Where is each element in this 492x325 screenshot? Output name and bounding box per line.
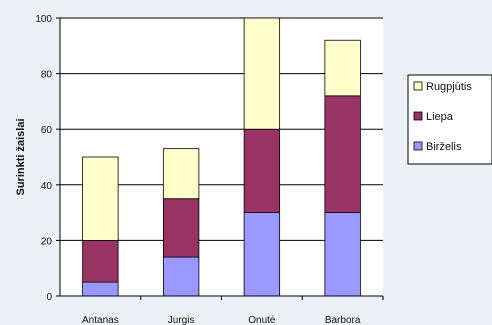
bars xyxy=(82,17,361,297)
bar-segment xyxy=(324,212,361,297)
legend-swatch xyxy=(413,141,423,151)
bar-segment xyxy=(82,239,119,283)
legend-label: Liepa xyxy=(426,111,454,123)
bar-segment xyxy=(324,39,361,97)
legend-swatch xyxy=(413,81,423,91)
y-tick-label: 60 xyxy=(41,125,53,136)
bar-segment xyxy=(243,212,281,297)
bar-segment xyxy=(243,17,281,130)
bar-segment xyxy=(243,128,281,213)
x-tick-label: Antanas xyxy=(82,315,119,325)
bar-segment xyxy=(162,256,200,297)
y-axis-ticks: 0 20 40 60 80 100 xyxy=(35,14,60,303)
legend-label: Rugpjūtis xyxy=(426,81,472,93)
legend-swatch xyxy=(413,111,423,121)
legend-label: Birželis xyxy=(426,141,462,153)
y-axis-label: Surinkti žaislai xyxy=(15,118,27,195)
x-tick-label: Onutė xyxy=(248,315,276,325)
bar-segment xyxy=(82,281,119,297)
x-tick-label: Jurgis xyxy=(168,315,195,325)
x-tick-label: Barbora xyxy=(325,315,361,325)
x-axis-labels: Antanas Jurgis Onutė Barbora xyxy=(82,296,384,325)
y-tick-label: 100 xyxy=(35,14,52,25)
y-tick-label: 0 xyxy=(46,292,52,303)
y-tick-label: 20 xyxy=(41,236,53,247)
legend: Rugpjūtis Liepa Birželis xyxy=(407,74,492,165)
bar-segment xyxy=(324,95,361,213)
bar-segment xyxy=(162,198,200,258)
bar-segment xyxy=(82,156,119,241)
bar-segment xyxy=(162,148,200,200)
y-tick-label: 80 xyxy=(41,70,53,81)
y-tick-label: 40 xyxy=(41,181,53,192)
